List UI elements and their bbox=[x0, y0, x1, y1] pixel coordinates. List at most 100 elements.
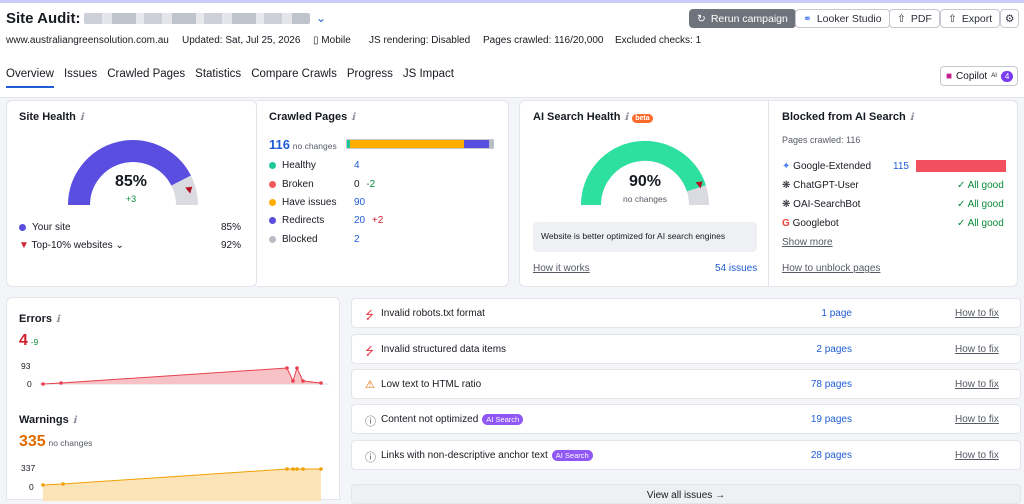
your-site-value: 85% bbox=[221, 222, 242, 233]
notice-icon: ⓘ bbox=[365, 416, 376, 428]
openai-icon: ❋ bbox=[782, 199, 791, 210]
bot-row-google-extended: ✦ Google-Extended bbox=[782, 161, 872, 172]
your-site-row: Your site bbox=[19, 222, 71, 233]
notice-icon: ⓘ bbox=[365, 452, 376, 464]
crawled-item-value[interactable]: 20 +2 bbox=[354, 215, 384, 226]
how-it-works-link[interactable]: How it works bbox=[533, 263, 590, 274]
ai-search-tag: AI Search bbox=[482, 414, 524, 425]
openai-icon: ❋ bbox=[782, 180, 791, 191]
project-name-redacted bbox=[84, 13, 310, 24]
issue-text[interactable]: Content not optimized AI Search bbox=[381, 414, 524, 425]
tab-bar: Overview Issues Crawled Pages Statistics… bbox=[6, 68, 454, 88]
tab-issues[interactable]: Issues bbox=[63, 68, 98, 80]
issue-pages-link[interactable]: 2 pages bbox=[816, 344, 852, 355]
crawled-item-value[interactable]: 0 -2 bbox=[354, 179, 376, 190]
warnings-sparkline bbox=[41, 467, 323, 501]
chevron-down-icon: ⌄ bbox=[115, 240, 124, 251]
blocked-ai-title: Blocked from AI Search ℹ bbox=[782, 111, 914, 123]
refresh-icon: ↻ bbox=[697, 12, 706, 25]
errors-title: Errors ℹ bbox=[19, 313, 60, 325]
excluded-checks-text: Excluded checks: 1 bbox=[615, 35, 702, 46]
top10-value: 92% bbox=[221, 240, 242, 251]
check-icon: ✓ bbox=[957, 180, 966, 191]
issue-pages-link[interactable]: 28 pages bbox=[810, 450, 852, 461]
unblock-pages-link[interactable]: How to unblock pages bbox=[782, 263, 881, 274]
pages-crawled-text: Pages crawled: 116/20,000 bbox=[483, 35, 604, 46]
tab-js-impact[interactable]: JS Impact bbox=[402, 68, 454, 80]
issue-text[interactable]: Invalid structured data items bbox=[381, 344, 507, 355]
how-to-fix-link[interactable]: How to fix bbox=[955, 308, 999, 319]
looker-studio-button[interactable]: ⚭ Looker Studio bbox=[795, 9, 890, 28]
copilot-icon: ■ bbox=[946, 70, 953, 82]
how-to-fix-link[interactable]: How to fix bbox=[955, 414, 999, 425]
crawled-item-value[interactable]: 90 bbox=[354, 197, 366, 208]
errors-warnings-card: Errors ℹ 4 -9 93 0 Warnings ℹ 335 no chang… bbox=[6, 297, 340, 501]
warnings-value-row: 335 no changes bbox=[19, 433, 93, 450]
crawled-item-broken: Broken bbox=[269, 179, 314, 190]
how-to-fix-link[interactable]: How to fix bbox=[955, 344, 999, 355]
warnings-title: Warnings ℹ bbox=[19, 414, 77, 426]
site-health-card: Site Health ℹ 85% +3 Your site 85% ▼ Top-… bbox=[6, 100, 257, 287]
triangle-down-icon: ▼ bbox=[19, 240, 29, 251]
site-health-title: Site Health ℹ bbox=[19, 111, 84, 123]
info-icon: ℹ bbox=[351, 112, 356, 123]
crawled-item-value[interactable]: 2 bbox=[354, 234, 360, 245]
top10-row[interactable]: ▼ Top-10% websites ⌄ bbox=[19, 240, 124, 251]
blocked-ai-card: Blocked from AI Search ℹ Pages crawled: 1… bbox=[769, 100, 1018, 287]
issue-pages-link[interactable]: 78 pages bbox=[810, 379, 852, 390]
info-icon: ℹ bbox=[79, 112, 84, 123]
ai-issues-link[interactable]: 54 issues bbox=[715, 263, 758, 274]
crawled-item-redirects: Redirects bbox=[269, 215, 324, 226]
rerun-campaign-button[interactable]: ↻ Rerun campaign bbox=[689, 9, 796, 28]
device-text: ▯ Mobile bbox=[313, 35, 351, 46]
tab-statistics[interactable]: Statistics bbox=[195, 68, 242, 80]
tab-compare-crawls[interactable]: Compare Crawls bbox=[251, 68, 337, 80]
gear-icon: ⚙ bbox=[1005, 12, 1015, 25]
tab-overview[interactable]: Overview bbox=[6, 68, 54, 88]
crawled-item-have-issues: Have issues bbox=[269, 197, 336, 208]
info-icon: ℹ bbox=[909, 112, 914, 123]
blocked-ai-subtitle: Pages crawled: 116 bbox=[782, 135, 861, 145]
chatgpt-status: ✓ All good bbox=[957, 180, 1004, 191]
show-more-link[interactable]: Show more bbox=[782, 237, 833, 248]
domain-text: www.australiangreensolution.com.au bbox=[6, 35, 169, 46]
how-to-fix-link[interactable]: How to fix bbox=[955, 379, 999, 390]
issue-row: ⭍ Invalid structured data items 2 pages How… bbox=[351, 334, 1021, 364]
google-extended-count[interactable]: 115 bbox=[893, 161, 909, 172]
issue-text[interactable]: Links with non-descriptive anchor text AI… bbox=[381, 450, 593, 461]
bot-row-chatgpt-user: ❋ ChatGPT-User bbox=[782, 180, 859, 191]
ai-health-change: no changes bbox=[623, 194, 667, 204]
site-health-delta: +3 bbox=[125, 194, 137, 204]
pdf-button[interactable]: ⇧ PDF bbox=[889, 9, 940, 28]
error-icon: ⭍ bbox=[365, 346, 375, 358]
upload-icon: ⇧ bbox=[897, 12, 906, 25]
looker-studio-icon: ⚭ bbox=[803, 12, 812, 25]
issue-row: ⭍ Invalid robots.txt format 1 page How to f… bbox=[351, 298, 1021, 328]
warnings-ymax: 337 bbox=[21, 463, 36, 473]
ai-health-gauge bbox=[580, 140, 709, 206]
crawled-item-value[interactable]: 4 bbox=[354, 160, 360, 171]
info-icon: ℹ bbox=[72, 415, 77, 426]
ai-health-note: Website is better optimized for AI searc… bbox=[533, 222, 757, 252]
chevron-down-icon[interactable]: ⌄ bbox=[316, 11, 327, 25]
view-all-issues-button[interactable]: View all issues → bbox=[351, 484, 1021, 504]
info-icon: ℹ bbox=[56, 314, 60, 325]
issue-pages-link[interactable]: 19 pages bbox=[810, 414, 852, 425]
export-button[interactable]: ⇧ Export bbox=[940, 9, 1001, 28]
top-accent-line bbox=[0, 0, 1024, 3]
copilot-button[interactable]: ■ Copilot AI 4 bbox=[940, 66, 1018, 86]
issue-text[interactable]: Low text to HTML ratio bbox=[381, 379, 482, 390]
site-health-gauge bbox=[68, 140, 198, 206]
crawled-item-healthy: Healthy bbox=[269, 160, 316, 171]
updated-text: Updated: Sat, Jul 25, 2026 bbox=[182, 35, 301, 46]
check-icon: ✓ bbox=[957, 199, 966, 210]
check-icon: ✓ bbox=[957, 218, 966, 229]
tab-progress[interactable]: Progress bbox=[346, 68, 393, 80]
issue-pages-link[interactable]: 1 page bbox=[821, 308, 852, 319]
tab-crawled-pages[interactable]: Crawled Pages bbox=[107, 68, 186, 80]
oai-status: ✓ All good bbox=[957, 199, 1004, 210]
how-to-fix-link[interactable]: How to fix bbox=[955, 450, 999, 461]
crawled-item-blocked: Blocked bbox=[269, 234, 318, 245]
settings-button[interactable]: ⚙ bbox=[1000, 9, 1020, 28]
issue-text[interactable]: Invalid robots.txt format bbox=[381, 308, 485, 319]
